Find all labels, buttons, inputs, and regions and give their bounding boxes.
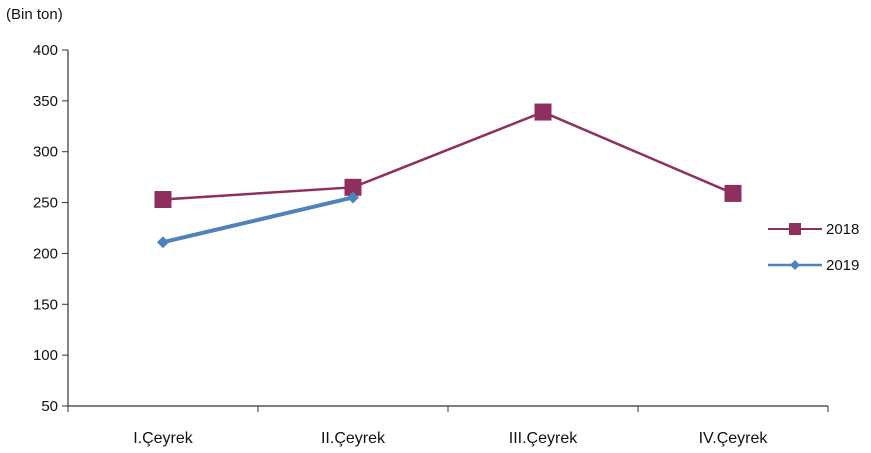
data-point-2019 [347,191,359,204]
y-tick-label: 100 [33,347,58,364]
unit-label: (Bin ton) [6,6,63,23]
legend-marker-2018 [789,223,801,235]
data-point-2018 [534,103,552,121]
series-line-2019 [162,195,354,245]
data-point-2018 [724,184,742,202]
data-point-2019 [157,236,169,249]
legend-label-2019: 2019 [826,257,859,274]
data-point-2018 [344,178,362,196]
y-tick-label: 350 [33,93,58,110]
series-line-2018 [162,110,734,201]
y-tick-label: 400 [33,42,58,59]
data-point-2018 [154,191,172,209]
x-tick-label: I.Çeyrek [133,430,194,447]
y-tick-label: 200 [33,245,58,262]
legend-marker-2019 [790,260,800,270]
y-tick-label: 50 [41,398,58,415]
legend-label-2018: 2018 [826,221,859,238]
y-tick-label: 300 [33,144,58,161]
x-tick-label: IV.Çeyrek [699,430,769,447]
y-tick-label: 250 [33,195,58,212]
y-tick-label: 150 [33,296,58,313]
x-tick-label: III.Çeyrek [509,430,578,447]
x-tick-label: II.Çeyrek [321,430,386,447]
